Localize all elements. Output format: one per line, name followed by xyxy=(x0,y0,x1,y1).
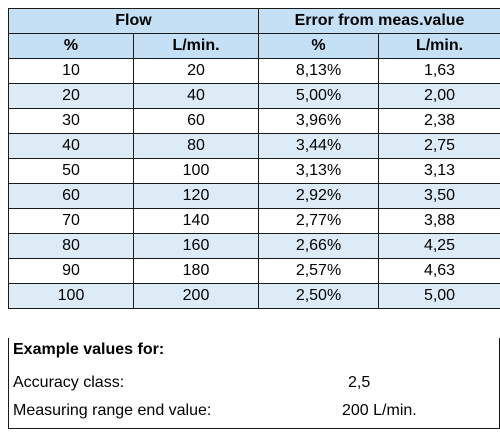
flow-percent-cell: 20 xyxy=(8,83,134,109)
flow-lmin-cell: 20 xyxy=(133,58,259,84)
error-lmin-cell: 5,00 xyxy=(377,283,500,309)
table-row: 60 120 2,92% 3,50 xyxy=(8,183,500,209)
sub-header-row: % L/min. % L/min. xyxy=(8,33,500,59)
group-header-row: Flow Error from meas.value xyxy=(8,8,500,34)
error-lmin-cell: 3,50 xyxy=(377,183,500,209)
accuracy-class-row: Accuracy class: 2,5 xyxy=(9,371,500,397)
error-percent-cell: 2,92% xyxy=(258,183,379,209)
flow-error-table-sheet: Flow Error from meas.value % L/min. % L/… xyxy=(8,8,500,429)
flow-lmin-cell: 40 xyxy=(133,83,259,109)
error-percent-cell: 2,50% xyxy=(258,283,379,309)
error-lmin-cell: 3,88 xyxy=(377,208,500,234)
flow-percent-cell: 50 xyxy=(8,158,134,184)
example-title-row: Example values for: xyxy=(9,338,500,364)
flow-percent-cell: 100 xyxy=(8,283,134,309)
error-percent-cell: 3,96% xyxy=(258,108,379,134)
flow-lmin-cell: 160 xyxy=(133,233,259,259)
table-row: 10 20 8,13% 1,63 xyxy=(8,58,500,84)
flow-percent-cell: 90 xyxy=(8,258,134,284)
flow-lmin-cell: 200 xyxy=(133,283,259,309)
error-percent-cell: 2,57% xyxy=(258,258,379,284)
flow-lmin-cell: 180 xyxy=(133,258,259,284)
error-percent-cell: 3,13% xyxy=(258,158,379,184)
flow-percent-cell: 40 xyxy=(8,133,134,159)
table-row: 70 140 2,77% 3,88 xyxy=(8,208,500,234)
error-lmin-cell: 2,75 xyxy=(377,133,500,159)
error-percent-cell: 3,44% xyxy=(258,133,379,159)
table-row: 100 200 2,50% 5,00 xyxy=(8,283,500,309)
table-row: 30 60 3,96% 2,38 xyxy=(8,108,500,134)
example-values-title: Example values for: xyxy=(13,341,165,358)
measuring-range-value: 200 L/min. xyxy=(342,402,417,419)
error-lmin-cell: 4,63 xyxy=(377,258,500,284)
flow-group-header: Flow xyxy=(8,8,259,34)
flow-percent-cell: 70 xyxy=(8,208,134,234)
flow-lmin-header: L/min. xyxy=(133,33,259,59)
measuring-range-row: Measuring range end value: 200 L/min. xyxy=(9,399,500,425)
table-row: 40 80 3,44% 2,75 xyxy=(8,133,500,159)
error-percent-cell: 2,66% xyxy=(258,233,379,259)
error-group-header: Error from meas.value xyxy=(257,8,500,34)
accuracy-class-value: 2,5 xyxy=(348,374,371,391)
flow-lmin-cell: 100 xyxy=(133,158,259,184)
flow-error-table: Flow Error from meas.value % L/min. % L/… xyxy=(8,8,500,309)
measuring-range-label: Measuring range end value: xyxy=(13,402,212,419)
error-percent-cell: 2,77% xyxy=(258,208,379,234)
table-row: 20 40 5,00% 2,00 xyxy=(8,83,500,109)
error-percent-cell: 5,00% xyxy=(258,83,379,109)
flow-lmin-cell: 140 xyxy=(133,208,259,234)
flow-percent-header: % xyxy=(8,33,134,59)
flow-lmin-cell: 120 xyxy=(133,183,259,209)
error-percent-cell: 8,13% xyxy=(258,58,379,84)
flow-lmin-cell: 80 xyxy=(133,133,259,159)
error-lmin-cell: 3,13 xyxy=(377,158,500,184)
accuracy-class-label: Accuracy class: xyxy=(13,374,125,391)
table-body: 10 20 8,13% 1,63 20 40 5,00% 2,00 30 60 3,96% 2,38 4… xyxy=(8,58,500,309)
flow-percent-cell: 10 xyxy=(8,58,134,84)
error-lmin-cell: 4,25 xyxy=(377,233,500,259)
error-lmin-cell: 2,38 xyxy=(377,108,500,134)
error-lmin-cell: 1,63 xyxy=(377,58,500,84)
error-percent-header: % xyxy=(258,33,379,59)
flow-percent-cell: 80 xyxy=(8,233,134,259)
table-row: 50 100 3,13% 3,13 xyxy=(8,158,500,184)
error-lmin-header: L/min. xyxy=(377,33,500,59)
flow-percent-cell: 60 xyxy=(8,183,134,209)
table-row: 90 180 2,57% 4,63 xyxy=(8,258,500,284)
flow-percent-cell: 30 xyxy=(8,108,134,134)
table-row: 80 160 2,66% 4,25 xyxy=(8,233,500,259)
flow-lmin-cell: 60 xyxy=(133,108,259,134)
example-values-panel: Example values for: Accuracy class: 2,5 … xyxy=(8,338,500,429)
error-lmin-cell: 2,00 xyxy=(377,83,500,109)
